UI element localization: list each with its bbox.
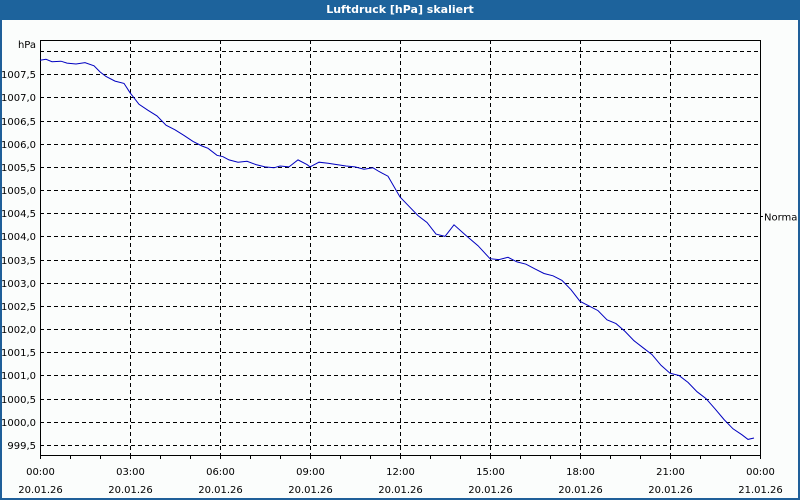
y-tick-label: 1005,5	[2, 163, 36, 174]
x-tick-date: 20.01.26	[468, 485, 513, 496]
y-tick-label: 1003,5	[2, 256, 36, 267]
gridlines	[40, 40, 760, 455]
chart-canvas: 1007,5 1007,0 1006,5 1006,0 1005,5 1005,0 1004…	[2, 20, 798, 498]
x-tick-date: 20.01.26	[648, 485, 693, 496]
x-tick-time: 18:00	[566, 467, 595, 478]
y-tick-label: 1000,5	[2, 395, 36, 406]
pressure-line	[39, 58, 755, 440]
normal-reference-label: Normal	[764, 213, 798, 224]
y-tick-label: 1004,5	[2, 209, 36, 220]
x-tick-time: 00:00	[746, 467, 775, 478]
y-tick-label: 1004,0	[2, 232, 36, 243]
y-tick-label: 999,5	[7, 441, 36, 452]
x-tick-time: 03:00	[116, 467, 145, 478]
y-tick-label: 1006,0	[2, 140, 36, 151]
x-tick-date: 20.01.26	[288, 485, 333, 496]
x-tick-time: 21:00	[656, 467, 685, 478]
series-line	[39, 58, 755, 440]
x-tick-date: 20.01.26	[108, 485, 153, 496]
y-tick-label: 1007,0	[2, 93, 36, 104]
x-axis-labels: 00:00 20.01.26 03:00 20.01.26 06:00 20.01.26 0…	[18, 467, 783, 496]
x-tick-time: 12:00	[386, 467, 415, 478]
y-tick-label: 1003,0	[2, 279, 36, 290]
y-tick-label: 1006,5	[2, 117, 36, 128]
axes	[40, 40, 763, 459]
plot-frame	[40, 40, 761, 456]
x-tick-time: 15:00	[476, 467, 505, 478]
x-tick-time: 00:00	[26, 467, 55, 478]
y-tick-label: 1001,0	[2, 371, 36, 382]
y-tick-label: 1001,5	[2, 348, 36, 359]
y-axis-unit-label: hPa	[18, 40, 36, 51]
y-tick-label: 1002,5	[2, 302, 36, 313]
x-tick-time: 06:00	[206, 467, 235, 478]
x-tick-date: 21.01.26	[738, 485, 783, 496]
window-title: Luftdruck [hPa] skaliert	[0, 0, 800, 20]
y-tick-label: 1002,0	[2, 325, 36, 336]
y-tick-label: 1007,5	[2, 70, 36, 81]
x-tick-date: 20.01.26	[198, 485, 243, 496]
x-tick-time: 09:00	[296, 467, 325, 478]
y-axis-labels: 1007,5 1007,0 1006,5 1006,0 1005,5 1005,0 1004…	[2, 70, 36, 452]
x-tick-date: 20.01.26	[378, 485, 423, 496]
x-tick-date: 20.01.26	[18, 485, 63, 496]
y-tick-label: 1005,0	[2, 186, 36, 197]
y-tick-label: 1000,0	[2, 418, 36, 429]
x-tick-date: 20.01.26	[558, 485, 603, 496]
line-chart: 1007,5 1007,0 1006,5 1006,0 1005,5 1005,0 1004…	[2, 40, 798, 496]
